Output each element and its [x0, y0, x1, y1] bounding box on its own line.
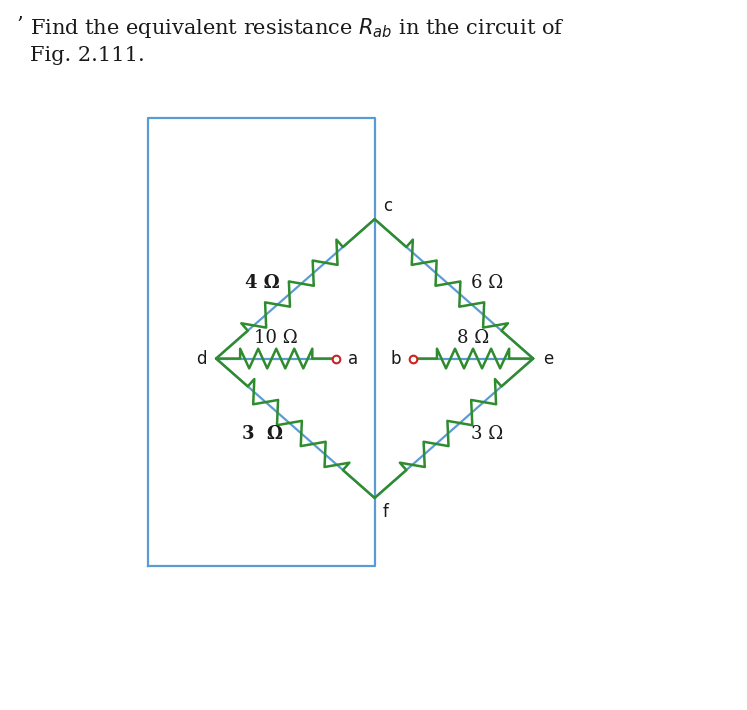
Text: Fig. 2.111.: Fig. 2.111. [30, 46, 145, 65]
Text: b: b [391, 349, 401, 368]
Text: 6 Ω: 6 Ω [471, 274, 503, 293]
Text: 3  Ω: 3 Ω [242, 425, 283, 443]
Text: Find the equivalent resistance $R_{ab}$ in the circuit of: Find the equivalent resistance $R_{ab}$ … [30, 16, 565, 40]
Text: a: a [348, 349, 359, 368]
Text: d: d [196, 349, 206, 368]
Text: f: f [382, 503, 388, 521]
Text: 4 Ω: 4 Ω [245, 274, 280, 293]
Text: 8 Ω: 8 Ω [457, 329, 489, 346]
Text: ’: ’ [16, 16, 23, 35]
Text: 3 Ω: 3 Ω [471, 425, 503, 443]
Text: 10 Ω: 10 Ω [255, 329, 298, 346]
Text: e: e [543, 349, 554, 368]
Text: c: c [382, 197, 392, 214]
